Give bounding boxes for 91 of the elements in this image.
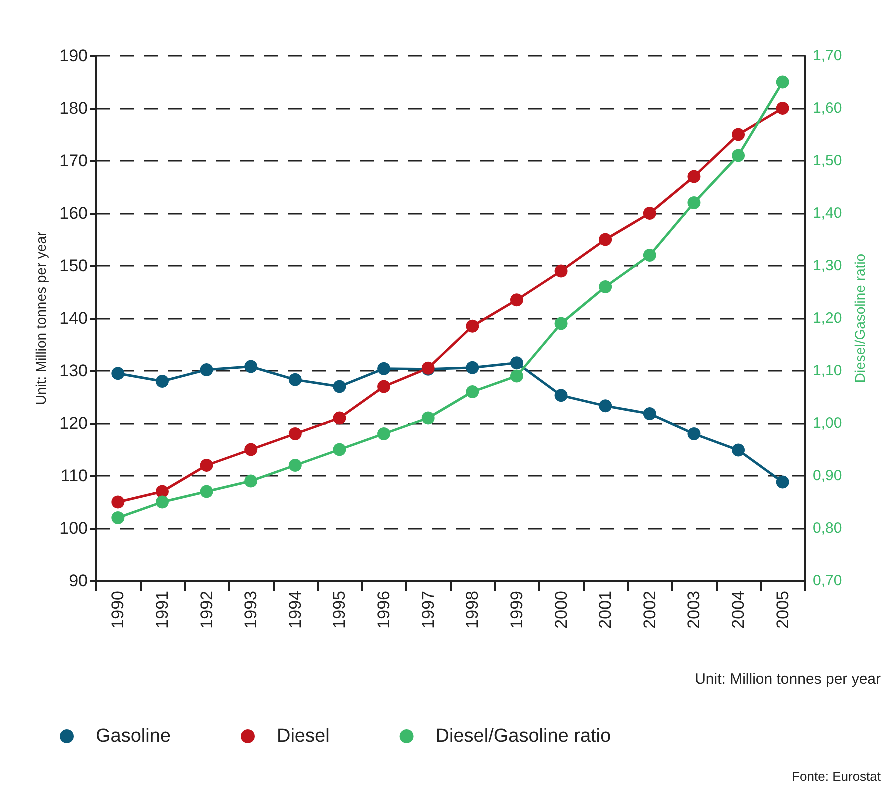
point — [156, 496, 169, 509]
point — [288, 459, 302, 472]
y-tick-label: 90 — [69, 572, 88, 590]
y2-tick-label: 1,50 — [813, 152, 842, 170]
y-tick-label: 120 — [60, 414, 88, 433]
y2-tick-label: 0,90 — [813, 468, 842, 484]
y2-axis-title: Diesel/Gasoline ratio — [852, 254, 868, 384]
point — [333, 380, 346, 394]
point — [112, 496, 125, 509]
point — [200, 485, 214, 498]
x-tick-label: 1996 — [374, 591, 394, 629]
point — [333, 443, 346, 456]
point — [466, 361, 480, 374]
x-tick-label: 2002 — [640, 591, 660, 629]
point — [776, 76, 790, 89]
point — [554, 389, 568, 402]
y2-tick-label: 1,10 — [813, 362, 842, 380]
x-tick-label: 1993 — [242, 591, 261, 629]
point — [378, 428, 391, 440]
point — [244, 360, 258, 374]
y-tick-label: 150 — [60, 256, 88, 276]
y2-tick-label: 0,80 — [813, 520, 842, 537]
point — [643, 249, 656, 262]
y-tick-label: 100 — [60, 519, 88, 538]
text: Unit: Million tonnes per year — [695, 671, 882, 688]
point — [688, 196, 701, 210]
x-tick-label: 1990 — [108, 591, 128, 629]
y2-tick-label: 0,70 — [813, 572, 842, 590]
point — [288, 428, 302, 440]
point — [688, 428, 701, 440]
legend-label: Gasoline — [96, 726, 171, 747]
point — [112, 512, 125, 524]
x-tick-label: 1994 — [286, 591, 305, 629]
x-tick-label: 2005 — [773, 591, 792, 629]
point — [244, 443, 258, 456]
point — [732, 149, 746, 162]
y-tick-label: 110 — [60, 466, 88, 486]
point — [554, 317, 568, 330]
point — [156, 485, 169, 498]
point — [156, 375, 169, 388]
x-tick-label: 1999 — [507, 591, 526, 629]
y2-tick-label: 1,40 — [813, 205, 842, 222]
legend-label: Diesel — [276, 726, 330, 747]
point — [510, 370, 524, 383]
y-axis-title: Unit: Million tonnes per year — [33, 231, 49, 406]
point — [422, 412, 435, 425]
point — [200, 363, 214, 376]
point — [732, 128, 746, 142]
point — [378, 380, 391, 394]
y-tick-label: 190 — [60, 46, 88, 66]
x-tick-label: 2004 — [729, 591, 748, 629]
point — [688, 170, 701, 184]
point — [776, 102, 790, 115]
y2-tick-label: 1,70 — [813, 48, 842, 64]
x-tick-label: 2001 — [596, 591, 616, 629]
legend-label: Diesel/Gasoline ratio — [436, 726, 612, 747]
y2-tick-label: 1,60 — [813, 100, 842, 117]
point — [510, 356, 524, 370]
point — [466, 320, 480, 333]
point — [288, 373, 302, 386]
y-tick-label: 170 — [60, 152, 88, 170]
x-tick-label: 1991 — [152, 591, 172, 629]
point — [466, 386, 480, 398]
point — [732, 444, 746, 457]
y-tick-label: 180 — [60, 99, 88, 118]
point — [244, 474, 258, 488]
x-tick-label: 1995 — [330, 591, 350, 629]
point — [643, 207, 656, 220]
x-tick-label: 1997 — [418, 591, 438, 629]
point — [776, 476, 790, 489]
point — [599, 400, 612, 413]
y2-tick-label: 1,00 — [813, 415, 842, 432]
x-tick-label: 1998 — [463, 591, 482, 629]
y-tick-label: 160 — [60, 204, 88, 223]
point — [599, 280, 612, 294]
y-tick-label: 130 — [60, 362, 88, 380]
point — [112, 367, 125, 380]
x-tick-label: 2000 — [552, 591, 571, 629]
y2-tick-label: 1,30 — [813, 258, 842, 274]
point — [510, 294, 524, 307]
y-tick-label: 140 — [60, 309, 88, 328]
point — [200, 459, 214, 472]
point — [333, 412, 346, 425]
source-note: Fonte: Eurostat — [792, 769, 882, 784]
point — [554, 264, 568, 278]
point — [378, 362, 391, 376]
x-tick-label: 1992 — [197, 591, 216, 629]
point — [599, 233, 612, 246]
y2-tick-label: 1,20 — [813, 310, 842, 327]
point — [643, 408, 656, 421]
x-tick-label: 2003 — [684, 591, 704, 629]
